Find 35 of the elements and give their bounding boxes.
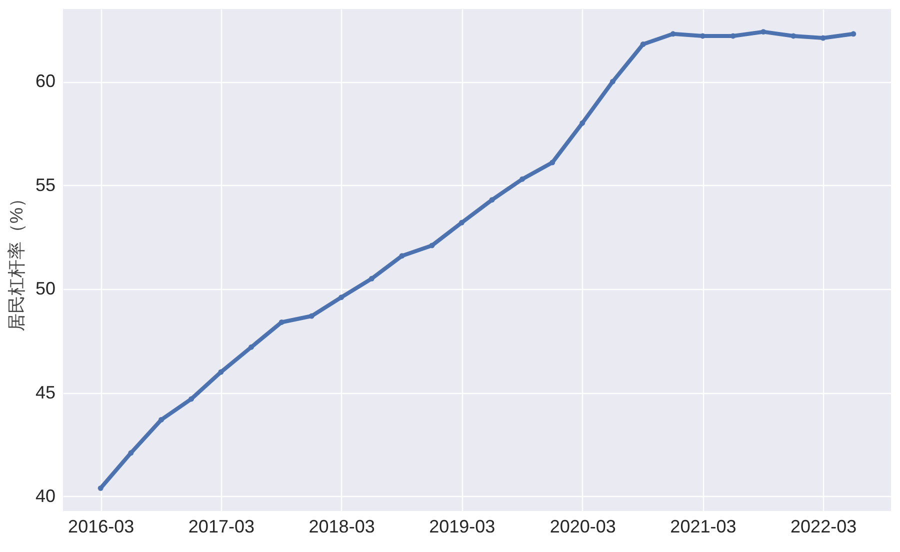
x-tick-label: 2021-03 bbox=[670, 516, 736, 536]
x-tick-label: 2016-03 bbox=[68, 516, 134, 536]
point bbox=[188, 396, 194, 402]
point bbox=[760, 29, 766, 35]
point bbox=[248, 344, 254, 350]
y-tick-label: 40 bbox=[35, 486, 56, 506]
point bbox=[278, 320, 284, 325]
point bbox=[158, 416, 164, 422]
point bbox=[399, 253, 405, 259]
point bbox=[550, 160, 556, 166]
point bbox=[580, 120, 586, 126]
y-tick-label: 45 bbox=[35, 382, 56, 402]
point bbox=[489, 197, 495, 203]
x-tick-label: 2017-03 bbox=[188, 516, 254, 536]
point bbox=[820, 35, 826, 41]
x-tick-label: 2018-03 bbox=[308, 516, 375, 536]
y-tick-label: 55 bbox=[35, 174, 56, 195]
point bbox=[640, 42, 646, 47]
y-tick-label: 50 bbox=[35, 278, 56, 299]
point bbox=[338, 294, 344, 300]
point bbox=[610, 78, 616, 84]
x-tick-label: 2019-03 bbox=[429, 516, 496, 536]
point bbox=[128, 450, 134, 456]
point bbox=[429, 242, 435, 248]
point bbox=[520, 176, 526, 182]
x-tick-label: 2022-03 bbox=[790, 516, 857, 536]
y-axis-title: 居民杠杆率（%） bbox=[6, 189, 26, 332]
point bbox=[308, 313, 314, 319]
point bbox=[368, 276, 374, 282]
x-tick-label: 2020-03 bbox=[550, 516, 616, 536]
point bbox=[218, 369, 224, 375]
point bbox=[458, 220, 464, 226]
y-tick-label: 60 bbox=[35, 71, 56, 92]
point bbox=[850, 31, 856, 37]
point bbox=[98, 485, 104, 491]
